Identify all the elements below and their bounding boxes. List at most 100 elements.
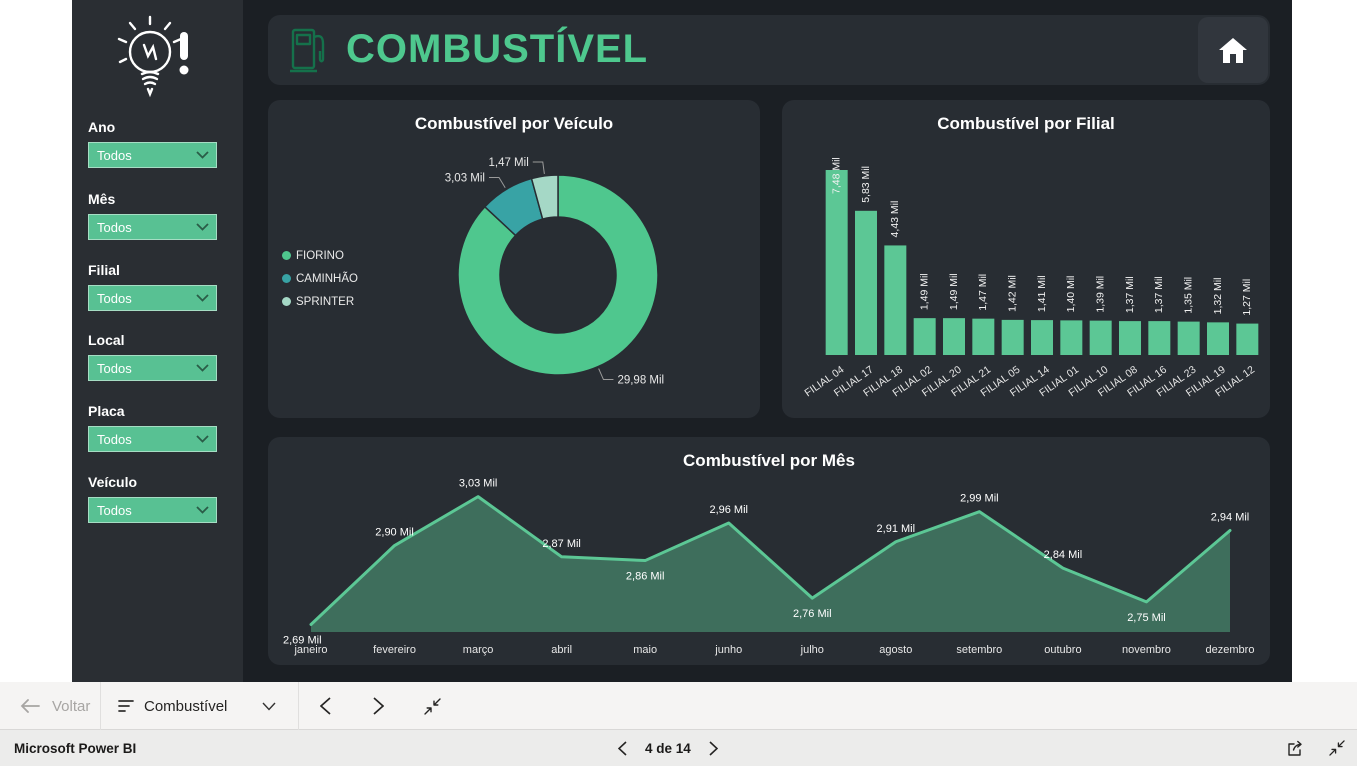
month-axis-label: junho [714,644,742,656]
month-axis-label: setembro [956,644,1002,656]
bar[interactable] [825,170,848,355]
area-data-label: 3,03 Mil [459,478,498,490]
donut-data-label: 1,47 Mil [488,157,528,169]
month-axis-label: julho [800,644,824,656]
bar-data-label: 1,40 Mil [1065,276,1077,313]
bar[interactable] [1089,320,1112,355]
bar[interactable] [913,318,936,355]
exit-fullscreen-button[interactable] [1329,740,1345,756]
share-icon [1288,740,1302,756]
bar[interactable] [1177,321,1200,355]
chevron-down-icon [196,506,209,514]
area-line[interactable] [309,495,1232,626]
area-fill [311,496,1230,632]
filter-veiculo-dropdown[interactable]: Todos [88,497,217,523]
share-button[interactable] [1287,740,1305,756]
month-axis-label: abril [551,644,572,656]
filter-veiculo-value: Todos [97,502,132,518]
bar[interactable] [1031,320,1053,355]
bar[interactable] [855,210,877,355]
brand-label: Microsoft Power BI [14,740,137,756]
bar[interactable] [972,318,995,355]
page-selector[interactable]: Combustível [118,682,286,730]
bar[interactable] [1148,321,1171,355]
filter-placa-label: Placa [88,403,125,419]
chevron-down-icon [262,702,276,711]
bar[interactable] [884,245,907,355]
month-axis-label: fevereiro [373,644,416,656]
prev-page-button[interactable] [320,682,331,730]
month-axis-label: novembro [1122,644,1171,656]
filter-ano-value: Todos [97,147,132,163]
page-title: COMBUSTÍVEL [346,26,649,71]
arrow-left-icon [20,699,40,713]
chart-branch-panel: Combustível por Filial 7,48 Mil FILIAL 04… [782,100,1270,418]
month-axis-label: agosto [879,644,912,656]
chevron-down-icon [196,151,209,159]
area-data-label: 2,86 Mil [626,571,665,583]
fuel-pump-icon [290,28,325,73]
month-axis-label: maio [633,644,657,656]
filter-local-value: Todos [97,360,132,376]
filter-placa-dropdown[interactable]: Todos [88,426,217,452]
bar[interactable] [1001,319,1024,355]
page-selector-chevron[interactable] [262,682,276,730]
legend-label: SPRINTER [296,295,355,308]
bar-data-label: 1,49 Mil [918,273,930,310]
bar-data-label: 1,37 Mil [1124,276,1136,313]
month-axis-label: março [463,644,494,656]
area-data-label: 2,91 Mil [877,523,916,535]
bar[interactable] [1236,323,1259,355]
legend-swatch [282,297,291,306]
bar[interactable] [1060,320,1083,355]
filter-mes: Mês Todos [88,191,227,240]
filter-ano-dropdown[interactable]: Todos [88,142,217,168]
navbar-separator [100,682,101,730]
chevron-down-icon [196,364,209,372]
legend-item[interactable]: CAMINHÃO [282,267,358,290]
donut-slice[interactable] [530,174,559,220]
bar-data-label: 1,42 Mil [1006,275,1018,312]
chart-vehicle-title: Combustível por Veículo [414,114,614,133]
filter-placa-value: Todos [97,431,132,447]
prev-page-button[interactable] [618,740,627,756]
area-data-label: 2,87 Mil [542,538,581,550]
area-data-label: 2,84 Mil [1044,549,1083,561]
chart-vehicle-legend[interactable]: FIORINO CAMINHÃO SPRINTER [282,244,358,313]
bar[interactable] [1207,322,1229,355]
filter-filial-label: Filial [88,262,120,278]
legend-item[interactable]: SPRINTER [282,290,358,313]
next-page-button[interactable] [373,682,384,730]
chevron-left-icon [618,740,627,756]
filter-filial-dropdown[interactable]: Todos [88,285,217,311]
bar-data-label: 1,27 Mil [1241,279,1253,316]
bar[interactable] [1119,321,1141,355]
chevron-right-icon [709,740,718,756]
home-button[interactable] [1198,17,1268,83]
filter-local-dropdown[interactable]: Todos [88,355,217,381]
filter-local: Local Todos [88,332,227,381]
legend-label: FIORINO [296,249,344,262]
bar-data-label: 1,37 Mil [1153,276,1165,313]
donut-data-label: 3,03 Mil [445,172,485,184]
next-page-button[interactable] [709,740,718,756]
page-selector-label: Combustível [144,697,228,715]
page-navigation: 4 de 14 [618,730,718,766]
donut-slice[interactable] [457,174,659,376]
chevron-right-icon [373,697,384,715]
report-header: COMBUSTÍVEL [268,15,1270,85]
legend-swatch [282,274,291,283]
navbar-separator [298,682,299,730]
fit-to-page-button[interactable] [424,682,441,730]
bar[interactable] [943,318,965,355]
legend-swatch [282,251,291,260]
back-button[interactable]: Voltar [20,682,90,730]
legend-item[interactable]: FIORINO [282,244,358,267]
filter-mes-dropdown[interactable]: Todos [88,214,217,240]
legend-label: CAMINHÃO [296,272,358,285]
filter-sidebar: Ano Todos Mês Todos Filial Todos [72,0,243,682]
